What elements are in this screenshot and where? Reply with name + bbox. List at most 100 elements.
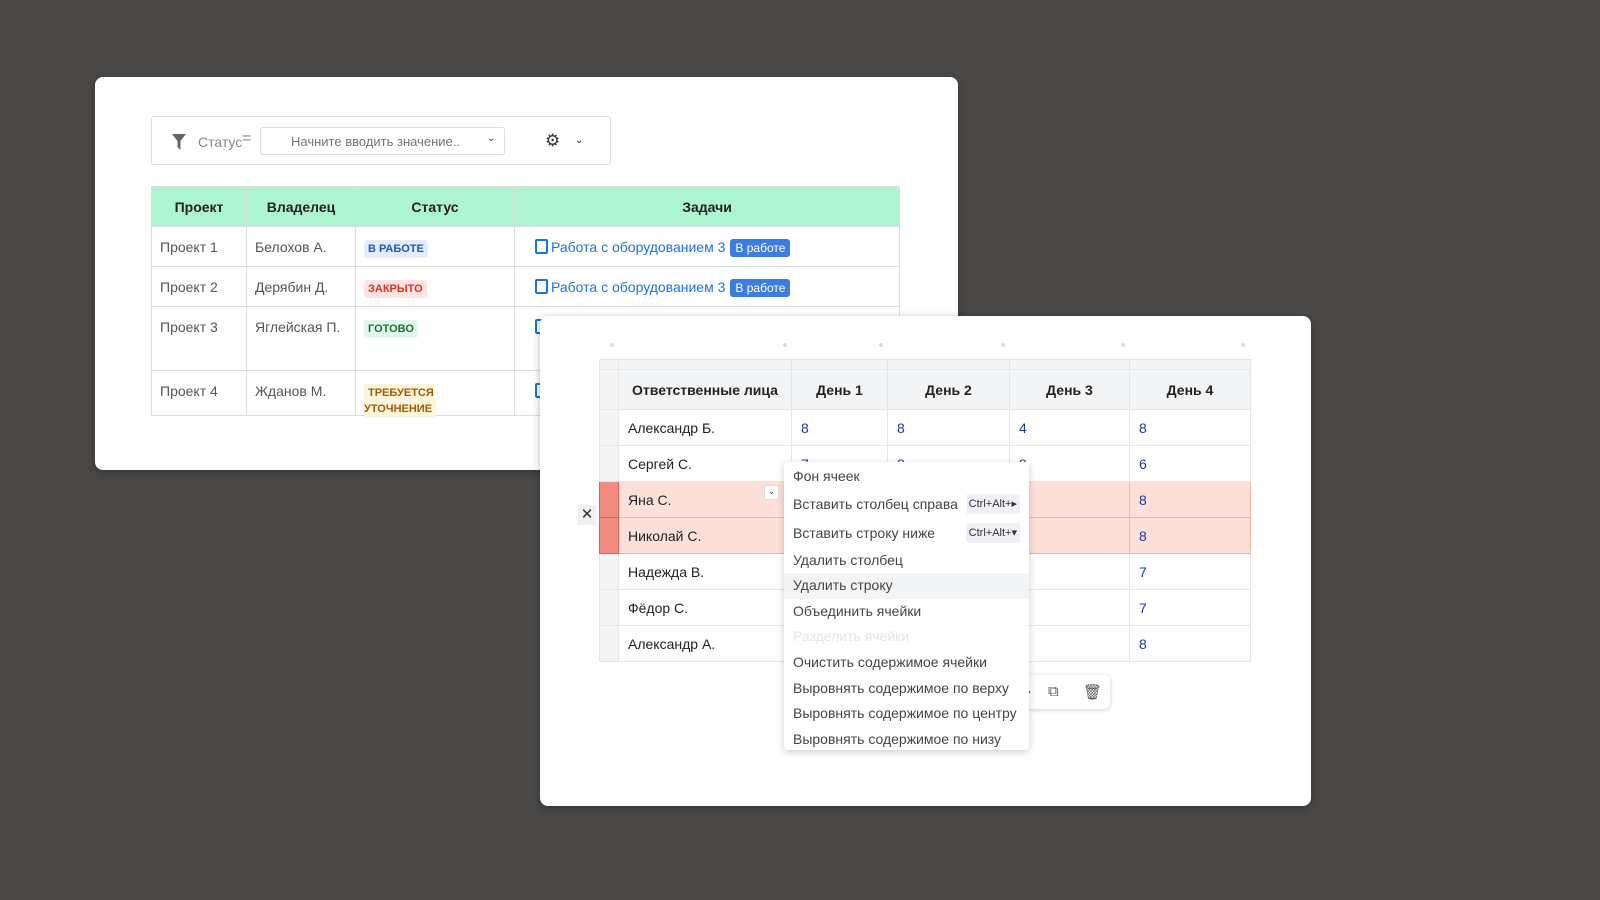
column-selector[interactable] — [887, 359, 1010, 370]
hours-cell[interactable]: 8 — [1129, 625, 1251, 662]
menu-item-label: Вставить столбец справа — [793, 495, 958, 512]
project-cell[interactable]: Проект 4 — [151, 370, 247, 416]
chevron-down-icon[interactable]: ⌄ — [575, 135, 584, 146]
context-menu: Фон ячеек Вставить столбец справа Ctrl+Alt… — [784, 462, 1029, 750]
column-selector[interactable] — [791, 359, 888, 370]
menu-item-label: Очистить содержимое ячейки — [793, 653, 987, 670]
hours-cell[interactable]: 7 — [1129, 589, 1251, 626]
status-cell[interactable]: ГОТОВО — [355, 306, 515, 371]
column-selector[interactable] — [618, 359, 792, 370]
menu-item-label: Разделить ячейки — [793, 628, 910, 645]
row-selector[interactable] — [599, 369, 619, 410]
menu-item[interactable]: Очистить содержимое ячейки — [784, 650, 1029, 676]
filter-field: Статус — [198, 134, 243, 150]
column-header[interactable]: День 2 — [887, 369, 1010, 410]
column-handle[interactable] — [610, 343, 614, 347]
copy-icon[interactable]: ⧉ — [1048, 683, 1059, 700]
row-selector[interactable] — [599, 445, 619, 482]
row-selector[interactable] — [599, 409, 619, 446]
header-row: Ответственные лица День 1 День 2 День 3 День… — [599, 369, 1251, 410]
row-selector[interactable] — [599, 481, 619, 518]
hours-cell[interactable]: 7 — [1129, 553, 1251, 590]
status-badge: ЗАКРЫТО — [364, 280, 427, 298]
trash-icon[interactable]: 🗑 — [1083, 684, 1103, 701]
owner-cell[interactable]: Дерябин Д. — [246, 266, 356, 307]
column-selector[interactable] — [599, 359, 619, 370]
row-selector[interactable] — [599, 589, 619, 626]
column-handle[interactable] — [783, 343, 787, 347]
menu-item[interactable]: Выровнять содержимое по низу — [784, 727, 1029, 753]
column-header[interactable]: Ответственные лица — [618, 369, 792, 410]
hours-cell[interactable]: 4 — [1009, 409, 1130, 446]
column-header[interactable]: День 4 — [1129, 369, 1251, 410]
hours-cell[interactable]: 8 — [887, 409, 1010, 446]
hours-cell[interactable]: 6 — [1129, 445, 1251, 482]
status-cell[interactable]: ЗАКРЫТО — [355, 266, 515, 307]
chevron-down-icon[interactable]: ⌄ — [487, 133, 496, 144]
menu-item[interactable]: Объединить ячейки — [784, 599, 1029, 625]
hours-cell[interactable] — [1009, 589, 1130, 626]
status-cell[interactable]: ТРЕБУЕТСЯ УТОЧНЕНИЕ — [355, 370, 515, 418]
column-handle[interactable] — [1241, 343, 1245, 347]
close-icon[interactable]: ✕ — [578, 505, 596, 525]
table-row: Проект 1 Белохов А. В РАБОТЕ Работа с обору… — [151, 226, 900, 267]
column-handle[interactable] — [879, 343, 883, 347]
project-cell[interactable]: Проект 1 — [151, 226, 247, 267]
status-badge: В РАБОТЕ — [364, 240, 428, 258]
hours-cell[interactable] — [1009, 481, 1130, 518]
row-selector[interactable] — [599, 625, 619, 662]
gear-icon[interactable]: ⚙ — [545, 131, 561, 150]
row-selector[interactable] — [599, 517, 619, 554]
menu-item-label: Вставить строку ниже — [793, 524, 936, 541]
project-cell[interactable]: Проект 2 — [151, 266, 247, 307]
menu-item[interactable]: Удалить столбец — [784, 548, 1029, 574]
hours-cell[interactable]: 8 — [1129, 481, 1251, 518]
name-cell[interactable]: Сергей С. — [618, 445, 792, 482]
row-selector[interactable] — [599, 553, 619, 590]
name-cell[interactable]: Александр А. — [618, 625, 792, 662]
hours-cell[interactable]: 8 — [1129, 517, 1251, 554]
column-header[interactable]: Владелец — [246, 186, 356, 227]
column-handle[interactable] — [1121, 343, 1125, 347]
clipboard-check-icon — [535, 279, 548, 294]
owner-cell[interactable]: Яглейская П. — [246, 306, 356, 371]
column-header[interactable]: День 3 — [1009, 369, 1130, 410]
column-header[interactable]: Статус — [355, 186, 515, 227]
cell-menu-chevron-button[interactable]: ⌄ — [764, 485, 779, 500]
owner-cell[interactable]: Белохов А. — [246, 226, 356, 267]
filter-operator[interactable]: = — [242, 130, 252, 147]
column-handle[interactable] — [1001, 343, 1005, 347]
menu-item-label: Удалить строку — [793, 577, 893, 594]
name-cell[interactable]: Фёдор С. — [618, 589, 792, 626]
column-selector[interactable] — [1129, 359, 1251, 370]
column-header[interactable]: День 1 — [791, 369, 888, 410]
menu-item[interactable]: Вставить столбец справа Ctrl+Alt+▸ — [784, 490, 1029, 519]
menu-item[interactable]: Выровнять содержимое по центру — [784, 701, 1029, 727]
hours-cell[interactable]: 8 — [1129, 409, 1251, 446]
table-row: Проект 2 Дерябин Д. ЗАКРЫТО Работа с оборуд… — [151, 266, 900, 307]
menu-item[interactable]: Вставить строку ниже Ctrl+Alt+▾ — [784, 519, 1029, 548]
project-cell[interactable]: Проект 3 — [151, 306, 247, 371]
column-header[interactable]: Проект — [151, 186, 247, 227]
hours-cell[interactable] — [1009, 553, 1130, 590]
name-cell[interactable]: Николай С. — [618, 517, 792, 554]
status-cell[interactable]: В РАБОТЕ — [355, 226, 515, 267]
menu-item-label: Выровнять содержимое по низу — [793, 730, 1002, 747]
name-cell[interactable]: Яна С. — [618, 481, 792, 518]
name-cell[interactable]: Надежда В. — [618, 553, 792, 590]
column-strip — [599, 359, 1251, 370]
name-cell[interactable]: Александр Б. — [618, 409, 792, 446]
menu-item[interactable]: Выровнять содержимое по верху — [784, 676, 1029, 702]
column-header[interactable]: Задачи — [514, 186, 900, 227]
menu-item-label: Фон ячеек — [793, 468, 860, 484]
owner-cell[interactable]: Жданов М. — [246, 370, 356, 416]
column-selector[interactable] — [1009, 359, 1130, 370]
menu-item[interactable]: Фон ячеек — [784, 464, 1029, 490]
hours-cell[interactable] — [1009, 517, 1130, 554]
menu-item[interactable]: Удалить строку — [784, 573, 1029, 599]
hours-cell[interactable]: 8 — [791, 409, 888, 446]
filter-value-input[interactable] — [260, 127, 505, 155]
